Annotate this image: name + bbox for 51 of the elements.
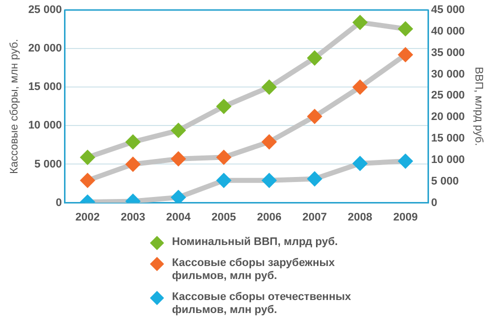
y2-tick-label: 15 000 (431, 132, 465, 145)
y-tick-label: 25 000 (28, 4, 62, 16)
point (262, 80, 277, 95)
y2-tick-label: 40 000 (431, 25, 465, 38)
point (216, 150, 232, 165)
y2-tick-label: 35 000 (431, 46, 465, 59)
point (307, 108, 322, 124)
x-tick-label: 2007 (302, 211, 327, 224)
y-tick-label: 10 000 (28, 120, 62, 132)
y-tick-label: 5 000 (34, 158, 62, 170)
y2-tick-label: 25 000 (431, 90, 465, 102)
y2-tick-label: 20 000 (431, 111, 465, 124)
point (307, 171, 322, 186)
point (352, 14, 368, 30)
point (170, 122, 186, 138)
x-tick-label: 2002 (75, 211, 100, 224)
x-tick-label: 2003 (120, 211, 146, 224)
y2-tick-label: 10 000 (431, 154, 465, 166)
point (216, 98, 232, 114)
point (125, 134, 140, 150)
point (398, 21, 413, 36)
y-axis-title: Кассовые сборы, млн руб. (8, 38, 21, 174)
legend-label: Кассовые сборы отечественных фильмов, млн руб. (172, 291, 352, 317)
point (170, 151, 186, 166)
y2-tick-label: 0 (431, 196, 438, 209)
y-tick-label: 20 000 (28, 42, 62, 55)
point (80, 172, 96, 188)
point (170, 190, 186, 203)
y2-axis-title: ВВП, млрд руб. (472, 66, 484, 146)
y2-tick-label: 45 000 (431, 4, 465, 16)
legend-label: Кассовые сборы зарубежных фильмов, млн руб. (172, 257, 336, 283)
y2-tick-label: 5 000 (431, 175, 459, 188)
legend-label: Номинальный ВВП, млрд руб. (172, 236, 339, 249)
x-tick-label: 2004 (166, 211, 192, 224)
x-tick-label: 2009 (393, 211, 418, 224)
point (216, 172, 232, 188)
point (262, 172, 277, 188)
point (262, 134, 277, 150)
x-tick-label: 2008 (348, 211, 372, 224)
point (352, 156, 368, 171)
y-tick-label: 0 (56, 196, 62, 209)
point (125, 156, 140, 172)
x-tick-label: 2006 (256, 211, 282, 224)
y-tick-label: 15 000 (28, 81, 62, 94)
point (398, 154, 413, 169)
point (352, 80, 368, 95)
point (398, 47, 413, 62)
point (307, 50, 322, 66)
y2-tick-label: 30 000 (431, 68, 465, 80)
x-tick-label: 2005 (212, 211, 236, 224)
point (80, 150, 96, 165)
